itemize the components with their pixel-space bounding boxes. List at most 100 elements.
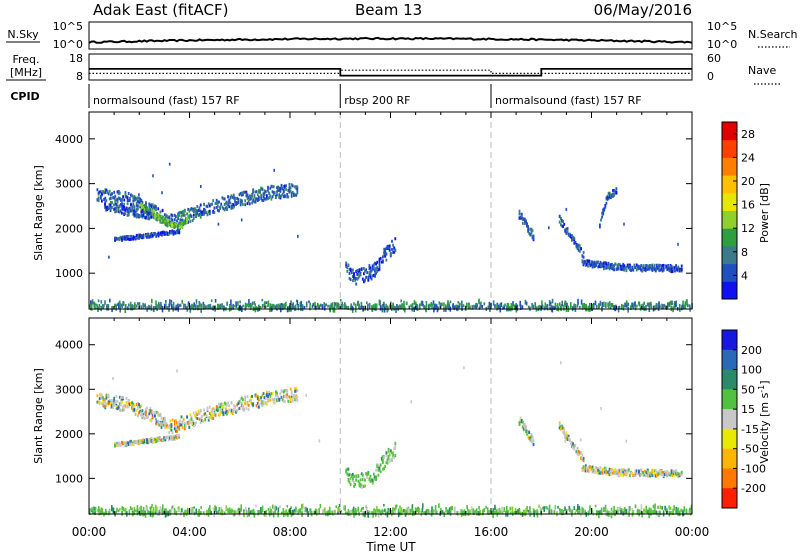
echo-cell — [191, 303, 193, 309]
echo-cell — [588, 259, 591, 263]
echo-cell — [578, 244, 581, 248]
echo-cell — [385, 461, 388, 465]
echo-cell — [111, 399, 113, 402]
echo-cell — [236, 201, 239, 205]
echo-cell — [352, 507, 355, 512]
echo-cell — [246, 395, 249, 399]
echo-cell — [626, 468, 629, 472]
echo-cell — [584, 469, 587, 473]
echo-cell — [631, 303, 633, 308]
x-tick-label: 08:00 — [273, 525, 308, 539]
echo-cell — [149, 207, 152, 211]
echo-cell — [371, 511, 373, 514]
echo-cell — [179, 218, 182, 222]
echo-cell — [263, 193, 266, 197]
echo-cell — [636, 510, 639, 515]
echo-cell — [525, 301, 528, 305]
echo-cell — [165, 222, 168, 226]
echo-cell — [531, 436, 534, 440]
echo-cell — [617, 267, 620, 271]
echo-cell — [563, 222, 566, 226]
echo-cell — [177, 215, 179, 219]
echo-cell — [530, 228, 533, 232]
echo-cell — [532, 439, 535, 443]
echo-cell — [280, 186, 283, 190]
echo-cell — [276, 304, 278, 311]
echo-cell — [350, 306, 352, 310]
echo-cell — [142, 208, 145, 212]
echo-cell — [670, 300, 672, 305]
echo-cell — [132, 408, 135, 412]
echo-cell — [272, 400, 275, 404]
echo-cell — [130, 306, 132, 311]
echo-cell — [296, 185, 299, 189]
echo-cell — [207, 210, 210, 214]
echo-cell — [659, 268, 662, 272]
x-tick-label: 00:00 — [675, 525, 710, 539]
echo-cell — [659, 510, 661, 515]
echo-cell — [583, 259, 586, 263]
echo-cell — [135, 409, 138, 412]
echo-cell — [251, 394, 253, 398]
echo-cell — [114, 303, 116, 308]
echo-cell — [513, 304, 516, 310]
echo-cell — [123, 235, 126, 239]
echo-cell — [420, 301, 423, 307]
echo-cell — [607, 302, 609, 308]
echo-cell — [108, 399, 111, 402]
echo-cell — [134, 214, 137, 217]
echo-cell — [391, 305, 394, 309]
echo-cell — [685, 508, 688, 514]
colorbar-tick-label: 12 — [741, 222, 755, 235]
echo-cell — [230, 206, 233, 210]
echo-cell — [122, 442, 124, 446]
echo-cell — [616, 267, 619, 271]
freq-trace — [89, 68, 692, 77]
echo-cell — [640, 504, 643, 510]
echo-cell — [107, 402, 110, 406]
echo-cell — [182, 221, 185, 225]
echo-cell — [589, 508, 592, 514]
echo-cell — [164, 511, 167, 518]
echo-cell — [121, 400, 123, 404]
echo-cell — [277, 395, 280, 399]
echo-cell — [638, 469, 640, 473]
echo-cell — [177, 230, 179, 234]
echo-cell — [347, 263, 350, 267]
echo-cell — [615, 191, 618, 195]
echo-cell — [171, 218, 174, 222]
echo-cell — [140, 305, 142, 310]
echo-cell — [600, 262, 603, 266]
echo-cell — [205, 305, 207, 309]
echo-cell — [181, 213, 184, 217]
echo-cell — [220, 402, 223, 406]
echo-cell — [180, 224, 183, 228]
echo-cell — [195, 508, 197, 515]
echo-cell — [123, 408, 126, 412]
echo-cell — [443, 302, 445, 307]
echo-cell — [176, 224, 179, 228]
echo-cell — [255, 197, 258, 201]
echo-cell — [653, 471, 656, 475]
echo-cell — [192, 508, 195, 515]
echo-cell — [634, 301, 636, 307]
echo-cell — [247, 196, 250, 200]
echo-cell — [623, 264, 626, 268]
echo-cell — [145, 439, 147, 443]
echo-cell — [249, 510, 252, 515]
echo-cell — [199, 203, 202, 207]
echo-cell — [147, 415, 149, 419]
x-tick-label: 16:00 — [474, 525, 509, 539]
echo-cell — [665, 264, 667, 268]
echo-cell — [117, 441, 120, 445]
nsky-label: N.Sky — [7, 28, 39, 41]
echo-cell — [609, 473, 612, 476]
echo-cell — [262, 400, 265, 404]
echo-cell — [560, 427, 562, 431]
echo-cell — [602, 211, 605, 215]
echo-cell — [554, 302, 557, 306]
echo-cell — [655, 510, 658, 515]
echo-cell — [392, 454, 394, 458]
echo-cell — [668, 510, 671, 517]
